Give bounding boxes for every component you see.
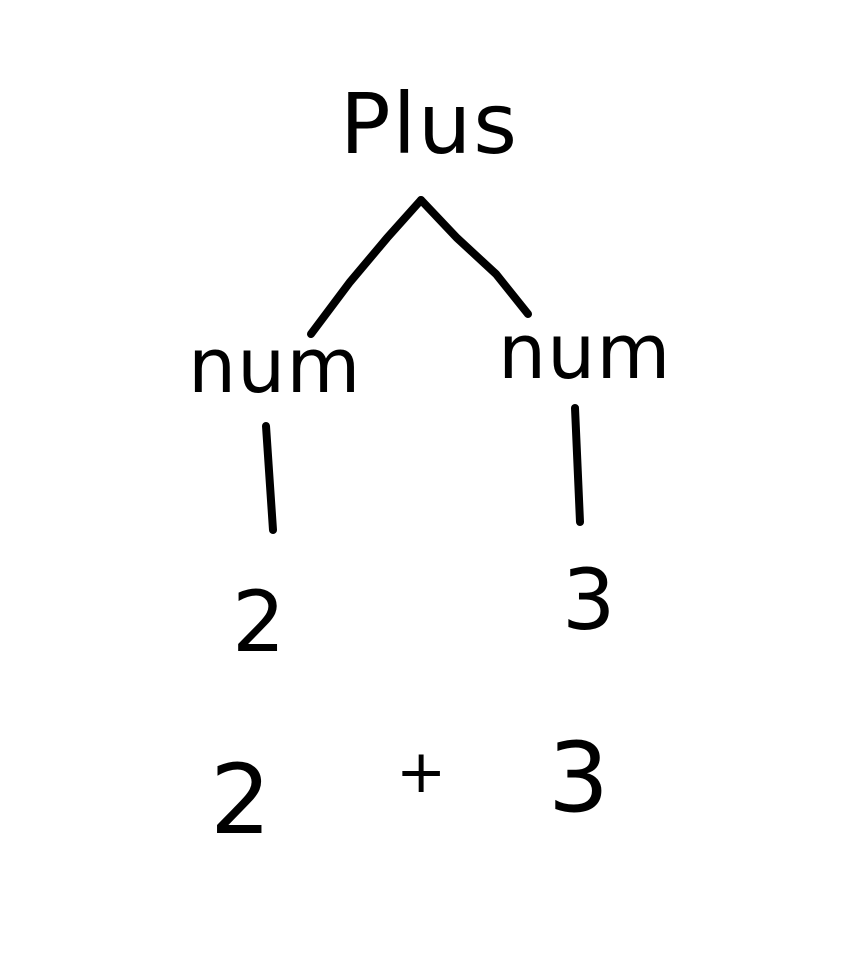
edge-plus-right-num bbox=[417, 196, 532, 318]
edge-plus-left-num bbox=[307, 196, 425, 338]
right-node-num: num bbox=[498, 307, 672, 396]
left-node-num: num bbox=[188, 321, 362, 410]
left-leaf-value: 2 bbox=[232, 573, 286, 671]
edge-left-num-leaf bbox=[262, 422, 277, 534]
expression-right-operand: 3 bbox=[548, 722, 610, 834]
expression-left-operand: 2 bbox=[210, 744, 272, 856]
root-node-plus: Plus bbox=[340, 75, 519, 173]
right-leaf-value: 3 bbox=[562, 551, 616, 649]
edge-right-num-leaf bbox=[571, 404, 584, 526]
expression-operator: + bbox=[396, 737, 447, 807]
